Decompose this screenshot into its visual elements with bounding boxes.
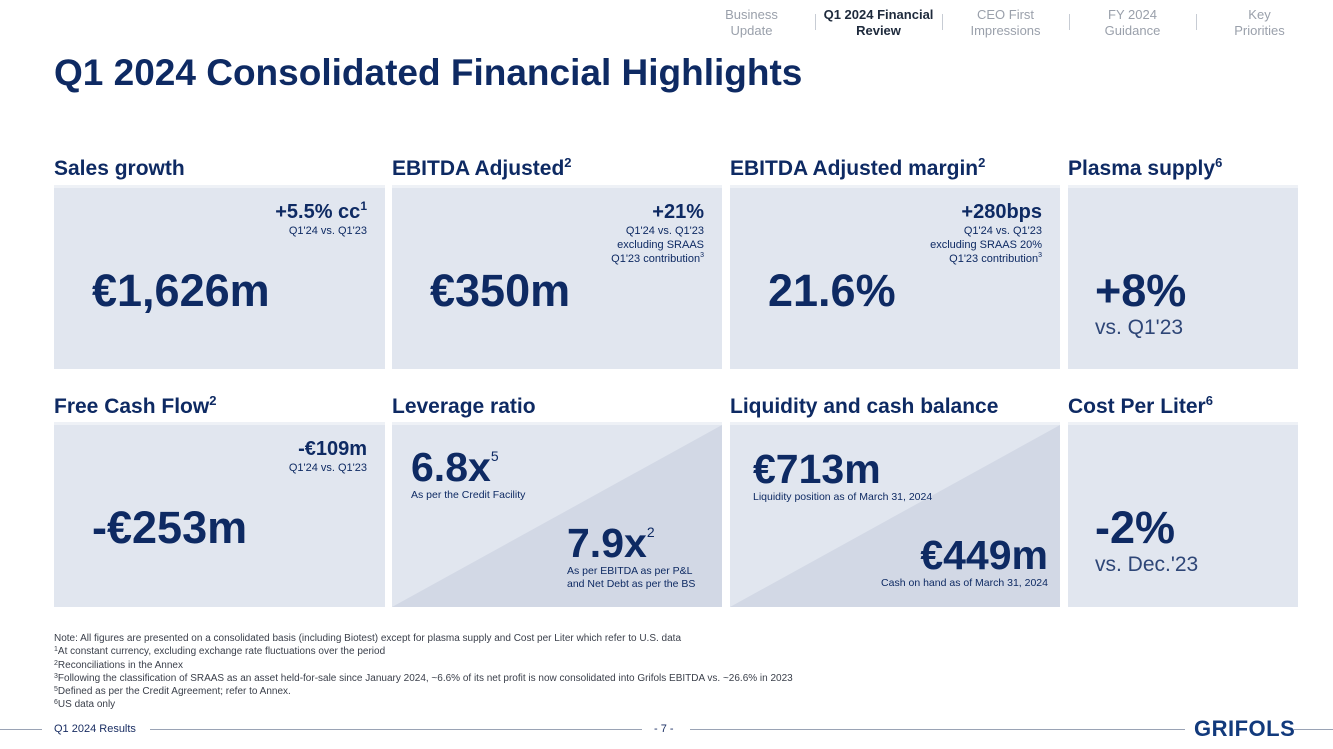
ebitda-adjusted-card: +21% Q1'24 vs. Q1'23 excluding SRAAS Q1'… [392, 185, 722, 369]
diagonal-split [730, 425, 1060, 607]
sales-growth-card: +5.5% cc1 Q1'24 vs. Q1'23 €1,626m [54, 185, 385, 369]
cpl-sub: vs. Dec.'23 [1095, 553, 1199, 576]
leverage-ratio-card: 6.8x5 As per the Credit Facility 7.9x2 A… [392, 422, 722, 607]
ebitda-margin-card: +280bps Q1'24 vs. Q1'23 excluding SRAAS … [730, 185, 1060, 369]
cpl-value: -2% [1095, 502, 1176, 553]
footer-rule [690, 729, 1185, 730]
leverage-credit-facility: 6.8x5 As per the Credit Facility [411, 444, 526, 501]
nav-key-priorities[interactable]: Key Priorities [1196, 6, 1323, 42]
section-nav: Business Update Q1 2024 Financial Review… [688, 6, 1323, 42]
footer-rule [0, 729, 42, 730]
footnote-6: 6US data only [54, 699, 116, 711]
ebitda-adjusted-title: EBITDA Adjusted2 [392, 155, 572, 180]
leverage-pl-basis: 7.9x2 As per EBITDA as per P&L and Net D… [567, 520, 696, 590]
margin-value: 21.6% [768, 265, 896, 316]
liquidity-position: €713m Liquidity position as of March 31,… [753, 446, 933, 503]
plasma-supply-card: +8% vs. Q1'23 [1068, 185, 1298, 369]
leverage-ratio-title: Leverage ratio [392, 395, 536, 418]
margin-badge: +280bps Q1'24 vs. Q1'23 excluding SRAAS … [930, 201, 1042, 265]
sales-growth-title: Sales growth [54, 157, 185, 180]
page-number: - 7 - [654, 723, 674, 735]
nav-ceo-first-impressions[interactable]: CEO First Impressions [942, 6, 1069, 42]
note-main: Note: All figures are presented on a con… [54, 633, 682, 644]
nav-fy-2024-guidance[interactable]: FY 2024 Guidance [1069, 6, 1196, 42]
footnote-3: 3Following the classification of SRAAS a… [54, 672, 793, 684]
cost-per-liter-card: -2% vs. Dec.'23 [1068, 422, 1298, 607]
diagonal-split [392, 425, 722, 607]
free-cash-flow-card: -€109m Q1'24 vs. Q1'23 -€253m [54, 422, 385, 607]
plasma-sub: vs. Q1'23 [1095, 316, 1184, 339]
sales-value: €1,626m [92, 265, 270, 316]
plasma-supply-title: Plasma supply6 [1068, 155, 1223, 180]
footer-label: Q1 2024 Results [54, 723, 136, 735]
free-cash-flow-title: Free Cash Flow2 [54, 393, 217, 418]
footer-rule [150, 729, 642, 730]
footnote-1: 1At constant currency, excluding exchang… [54, 646, 386, 658]
plasma-value: +8% [1095, 265, 1187, 316]
ebitda-margin-title: EBITDA Adjusted margin2 [730, 155, 986, 180]
fcf-badge: -€109m Q1'24 vs. Q1'23 [288, 438, 367, 474]
cash-on-hand: €449m Cash on hand as of March 31, 2024 [881, 532, 1048, 589]
footnotes: Note: All figures are presented on a con… [54, 632, 793, 712]
liquidity-card: €713m Liquidity position as of March 31,… [730, 422, 1060, 607]
footer-rule [1293, 729, 1333, 730]
page-title: Q1 2024 Consolidated Financial Highlight… [54, 52, 803, 93]
nav-business-update[interactable]: Business Update [725, 7, 778, 38]
sales-growth-badge: +5.5% cc1 Q1'24 vs. Q1'23 [275, 199, 367, 237]
nav-q1-financial-review[interactable]: Q1 2024 Financial Review [815, 6, 942, 42]
cost-per-liter-title: Cost Per Liter6 [1068, 393, 1213, 418]
liquidity-title: Liquidity and cash balance [730, 395, 999, 418]
ebitda-badge: +21% Q1'24 vs. Q1'23 excluding SRAAS Q1'… [611, 201, 704, 265]
fcf-value: -€253m [92, 502, 248, 553]
footnote-2: 2Reconciliations in the Annex [54, 659, 183, 671]
ebitda-value: €350m [430, 265, 571, 316]
grifols-logo: GRIFOLS [1194, 716, 1296, 741]
footnote-5: 5Defined as per the Credit Agreement; re… [54, 686, 291, 698]
